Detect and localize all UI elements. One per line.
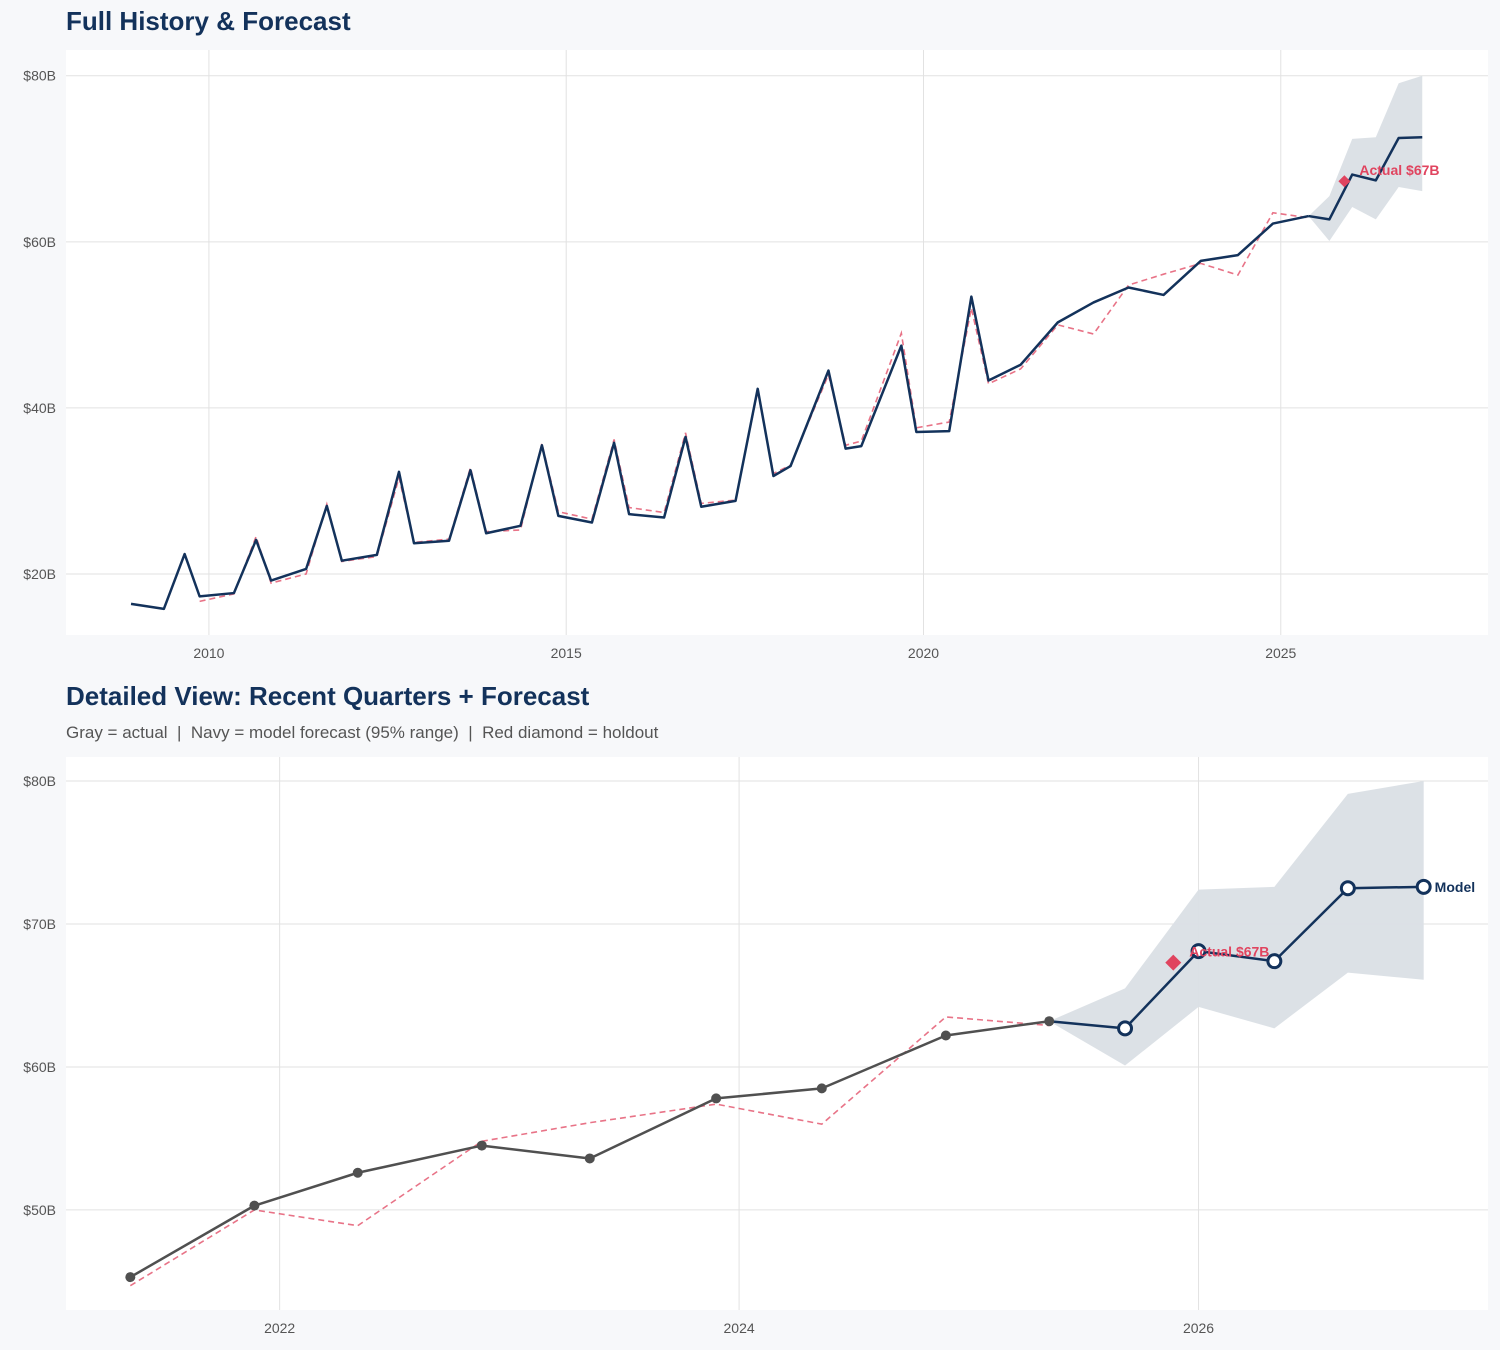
top-holdout-label: Actual $67B bbox=[1359, 162, 1439, 178]
bottom-y-tick-label: $80B bbox=[23, 773, 56, 789]
bottom-actual-point bbox=[816, 1083, 827, 1094]
bottom-chart: $50B $60B $70B $80B 2022 2024 2026 Model Actual … bbox=[23, 757, 1488, 1336]
bottom-forecast-point bbox=[1339, 880, 1356, 897]
top-chart-title: Full History & Forecast bbox=[66, 6, 351, 36]
bottom-chart-subtitle: Gray = actual | Navy = model forecast (9… bbox=[66, 723, 659, 742]
top-y-tick-label: $80B bbox=[23, 68, 56, 84]
bottom-holdout-label: Actual $67B bbox=[1189, 944, 1269, 960]
top-x-tick-label: 2015 bbox=[551, 645, 582, 661]
top-y-tick-label: $20B bbox=[23, 566, 56, 582]
bottom-actual-point bbox=[584, 1153, 595, 1164]
bottom-y-tick-label: $70B bbox=[23, 916, 56, 932]
bottom-actual-point bbox=[352, 1167, 363, 1178]
bottom-y-tick-label: $50B bbox=[23, 1202, 56, 1218]
bottom-actual-point bbox=[940, 1030, 951, 1041]
top-x-tick-label: 2020 bbox=[908, 645, 939, 661]
bottom-chart-title: Detailed View: Recent Quarters + Forecas… bbox=[66, 681, 590, 711]
bottom-forecast-point bbox=[1266, 953, 1283, 970]
top-actual-line bbox=[130, 214, 1309, 611]
bottom-actual-point bbox=[249, 1200, 260, 1211]
top-x-tick-label: 2010 bbox=[193, 645, 224, 661]
top-x-tick-label: 2025 bbox=[1265, 645, 1296, 661]
bottom-forecast-point bbox=[1117, 1020, 1134, 1037]
bottom-forecast-point bbox=[1190, 943, 1207, 960]
top-holdout-diamond bbox=[1338, 175, 1351, 188]
top-forecast-band bbox=[1308, 75, 1423, 241]
bottom-x-tick-label: 2022 bbox=[264, 1320, 295, 1336]
bottom-forecast-band bbox=[1049, 781, 1424, 1066]
top-y-tick-label: $60B bbox=[23, 234, 56, 250]
bottom-x-tick-label: 2024 bbox=[724, 1320, 755, 1336]
top-forecast-line bbox=[1308, 135, 1423, 221]
bottom-holdout-diamond bbox=[1165, 954, 1182, 971]
bottom-model-label: Model bbox=[1435, 879, 1475, 895]
bottom-y-tick-label: $60B bbox=[23, 1059, 56, 1075]
top-chart: $20B $40B $60B $80B 2010 2015 2020 2025 Actual $… bbox=[23, 50, 1488, 661]
bottom-actual-point bbox=[711, 1093, 722, 1104]
bottom-actual-point bbox=[1044, 1016, 1055, 1027]
top-plot-area bbox=[66, 50, 1488, 635]
bottom-forecast-line bbox=[1049, 885, 1424, 1030]
bottom-actual-point bbox=[125, 1272, 136, 1283]
bottom-actual-point bbox=[476, 1140, 487, 1151]
bottom-x-tick-label: 2026 bbox=[1183, 1320, 1214, 1336]
top-y-tick-label: $40B bbox=[23, 400, 56, 416]
bottom-forecast-point bbox=[1415, 878, 1432, 895]
